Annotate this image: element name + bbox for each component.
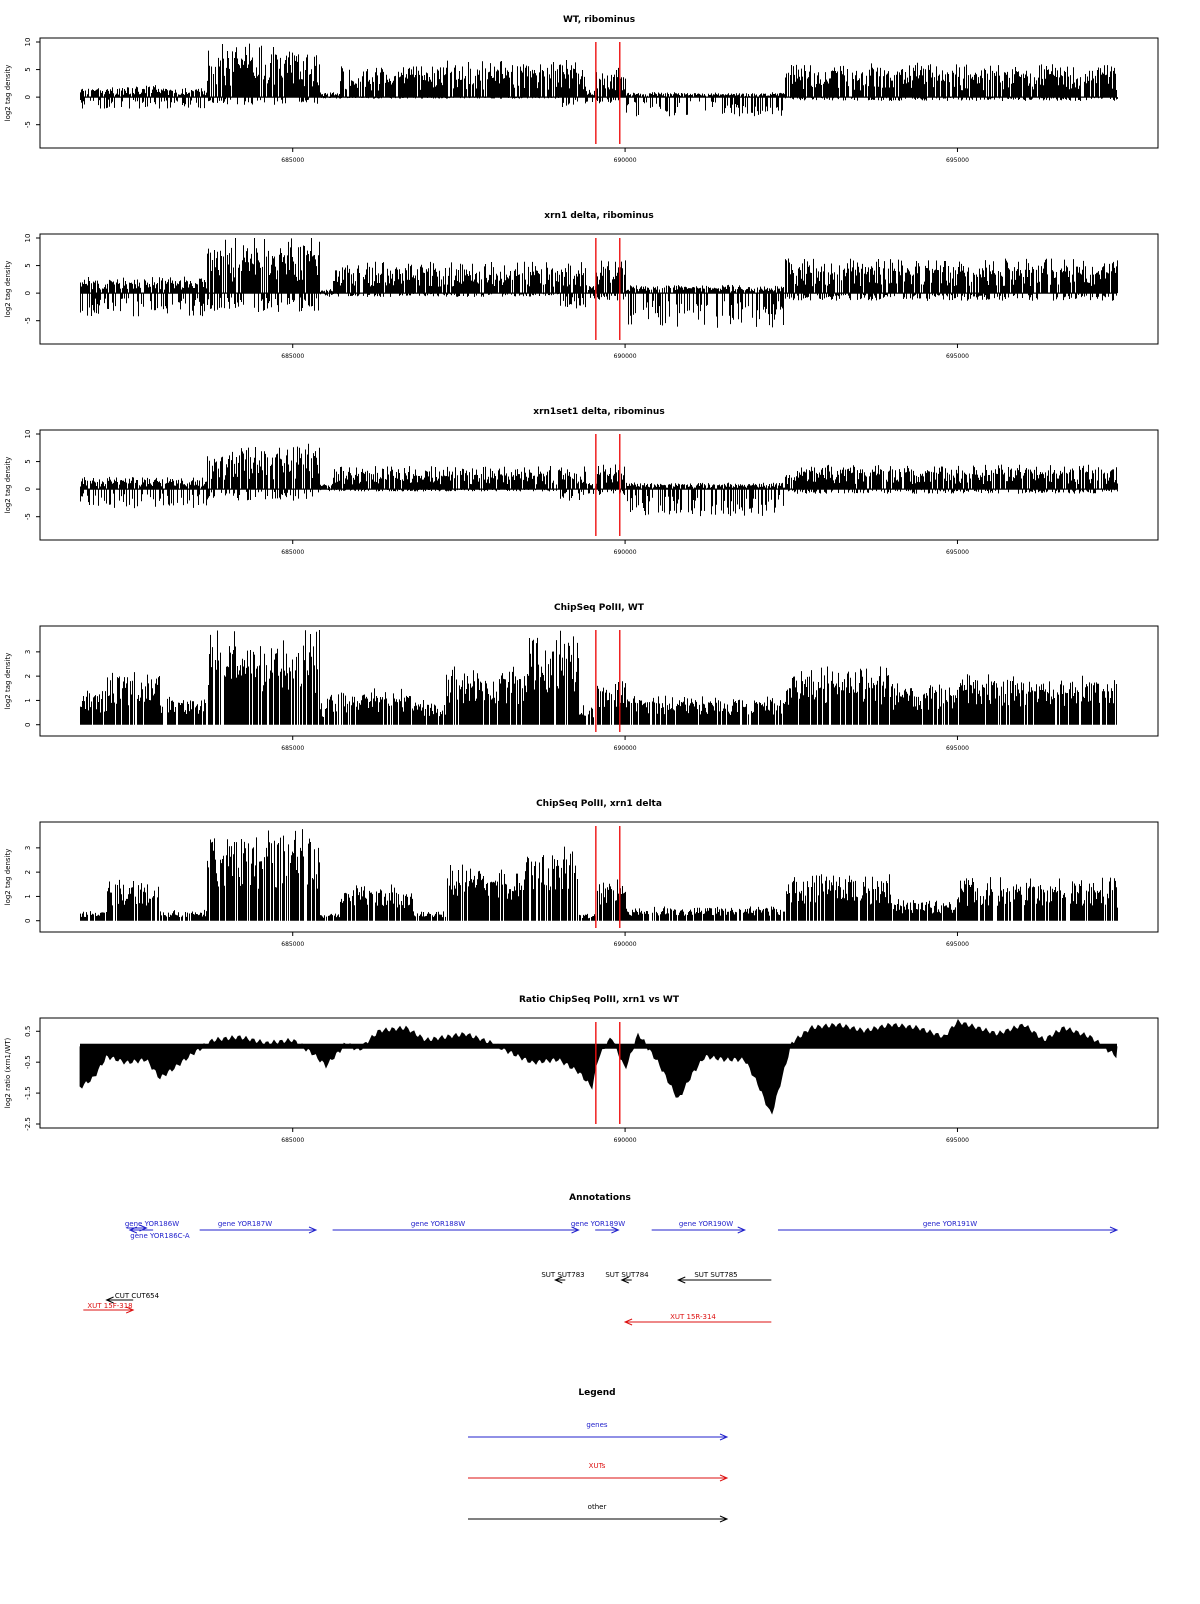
chart-panel: WT, ribominus log2 tag density 10 5 0 -5 68500… [4,15,1158,164]
x-tick-label: 685000 [281,549,304,556]
y-tick-label: 0 [24,95,32,99]
y-tick-label: 10 [24,234,32,243]
y-axis-label: log2 tag density [4,65,12,122]
chart-data-marks [80,238,1118,328]
y-tick-label: 0 [24,291,32,295]
chart-data-marks [80,44,1118,117]
y-tick-label: 10 [24,430,32,439]
chart-title: xrn1set1 delta, ribominus [533,407,664,417]
y-axis-label: log2 tag density [4,653,12,710]
chart-title: WT, ribominus [563,15,635,25]
chart-title: xrn1 delta, ribominus [544,211,653,221]
chart-data-marks [80,444,1118,516]
x-tick-label: 685000 [281,353,304,360]
y-tick-label: 5 [24,459,32,463]
y-tick-label: -5 [24,317,32,324]
x-tick-label: 690000 [614,157,637,164]
x-tick-label: 690000 [614,353,637,360]
y-tick-label: -5 [24,121,32,128]
y-axis-label: log2 tag density [4,261,12,318]
x-tick-label: 695000 [946,549,969,556]
y-tick-label: -5 [24,513,32,520]
y-tick-label: 0 [24,487,32,491]
chart-panel: xrn1set1 delta, ribominus log2 tag densit… [4,407,1158,556]
x-tick-label: 695000 [946,353,969,360]
chart-data-marks [81,630,1117,725]
chart-title: ChipSeq PolII, WT [554,603,645,613]
y-axis-label: log2 tag density [4,457,12,514]
y-tick-label: 5 [24,263,32,267]
chart-panel: xrn1 delta, ribominus log2 tag density 10 5… [4,211,1158,360]
x-tick-label: 685000 [281,157,304,164]
x-tick-label: 690000 [614,549,637,556]
y-tick-label: 5 [24,67,32,71]
y-tick-label: 10 [24,38,32,47]
x-tick-label: 695000 [946,157,969,164]
